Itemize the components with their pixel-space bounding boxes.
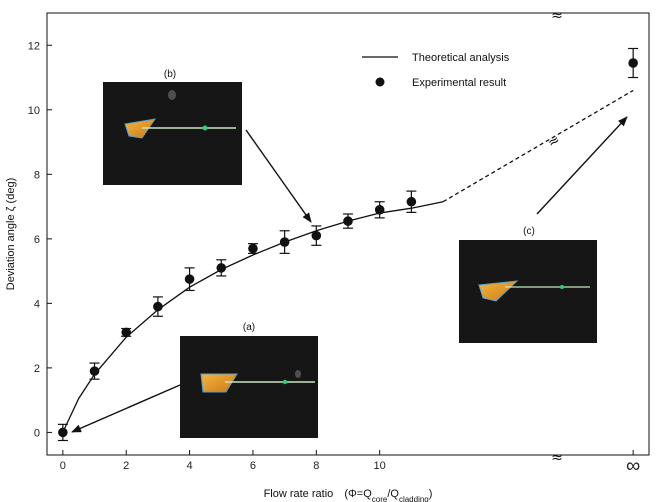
x-tick-label-4: 8 — [313, 460, 319, 472]
inset-a: (a) — [180, 322, 318, 438]
data-point-2-11 — [406, 196, 417, 207]
x-tick-label-5: 10 — [374, 460, 386, 472]
inset-c-image — [459, 240, 597, 343]
legend-point-marker — [375, 77, 385, 87]
inset-c-label: (c) — [523, 226, 535, 237]
y-tick-label-6: 12 — [28, 40, 40, 52]
inset-a-arrow — [71, 384, 181, 433]
x-axis-title-formula-suffix: ) — [429, 488, 433, 500]
x-axis-title-formula-mid: /Q — [387, 488, 399, 500]
legend-label-experimental: Experimental result — [412, 77, 506, 89]
inset-a-bubble — [295, 370, 301, 378]
data-point-2-9 — [343, 216, 353, 226]
data-point-2-8 — [311, 230, 322, 241]
inset-c: (c) — [459, 226, 597, 343]
inset-a-glow — [282, 379, 288, 385]
y-axis-title: Deviation angle ζ (deg) — [5, 178, 17, 290]
legend: Theoretical analysis Experimental result — [362, 52, 510, 89]
inset-a-image — [180, 336, 318, 438]
x-axis-title-sub-cladding: cladding — [399, 495, 429, 502]
inset-a-label: (a) — [243, 322, 255, 333]
data-point-2-6 — [248, 243, 258, 254]
inset-a-cone — [200, 373, 238, 393]
inset-b-arrow — [245, 129, 312, 223]
y-tick-label-5: 10 — [28, 105, 40, 117]
data-point-2-4 — [184, 274, 195, 284]
data-point-2-7 — [279, 237, 290, 247]
plot-frame — [46, 12, 650, 456]
x-tick-label-2: 4 — [187, 460, 193, 472]
x-axis-ticks: 0 2 4 6 8 10 ∞ — [60, 450, 640, 477]
x-tick-label-infinity: ∞ — [626, 455, 640, 477]
y-tick-label-2: 4 — [34, 298, 40, 310]
y-tick-label-1: 2 — [34, 363, 40, 375]
inset-b-label: (b) — [164, 69, 176, 80]
inset-b-cone — [124, 118, 157, 139]
data-point-2-10 — [374, 205, 385, 215]
y-axis-ticks: 0 2 4 6 8 10 12 — [28, 40, 52, 439]
data-point-3-0 — [628, 58, 638, 68]
y-tick-label-0: 0 — [34, 427, 40, 439]
x-tick-label-1: 2 — [123, 460, 129, 472]
x-axis-title-formula-prefix: (Φ=Q — [344, 488, 372, 500]
series-1-dashed — [442, 89, 634, 203]
x-axis-title-main: Flow rate ratio — [264, 488, 334, 500]
x-tick-label-3: 6 — [250, 460, 256, 472]
data-point-2-0 — [58, 427, 68, 438]
data-point-2-3 — [153, 301, 163, 312]
series-0-line — [62, 201, 444, 433]
x-axis-break-bottom: ≈ — [551, 450, 563, 466]
data-point-2-2 — [121, 327, 132, 338]
x-axis-title-sub-core: core — [372, 495, 388, 502]
inset-c-cone — [478, 280, 519, 302]
inset-b-glow — [202, 125, 208, 131]
curve-break-mark: ≈ — [545, 132, 563, 152]
x-tick-label-0: 0 — [60, 460, 66, 472]
inset-c-glow — [560, 285, 564, 289]
y-tick-label-4: 8 — [34, 169, 40, 181]
inset-b: (b) — [103, 69, 242, 185]
data-point-2-5 — [216, 263, 227, 273]
legend-label-theoretical: Theoretical analysis — [412, 52, 510, 64]
x-axis-title: Flow rate ratio (Φ=Qcore/Qcladding) — [264, 488, 433, 502]
inset-b-bubble — [168, 90, 176, 100]
series-layer — [57, 47, 639, 442]
y-tick-label-3: 6 — [34, 234, 40, 246]
x-axis-break-top: ≈ — [551, 8, 563, 24]
data-point-2-1 — [89, 366, 100, 376]
inset-c-arrow — [536, 116, 628, 215]
